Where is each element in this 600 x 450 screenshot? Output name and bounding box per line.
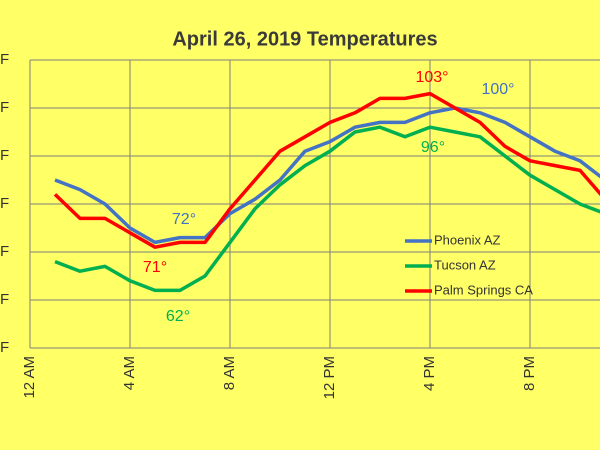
grid — [29, 59, 600, 349]
series-line — [54, 106, 600, 245]
annotation: 96° — [421, 139, 445, 156]
x-tick-label: 4 PM — [421, 356, 438, 391]
annotation: 71° — [143, 259, 167, 276]
legend-label: Phoenix AZ — [434, 232, 501, 247]
y-tick-label: F — [0, 291, 9, 308]
labels: F F F F F F F 12 AM 4 AM 8 AM 12 PM 4 PM 8 PM Phoenix… — [0, 51, 538, 399]
chart-title: April 26, 2019 Temperatures — [172, 28, 437, 50]
y-tick-label: F — [0, 195, 9, 212]
x-tick-label: 8 PM — [521, 356, 538, 391]
x-tick-label: 12 PM — [321, 356, 338, 399]
x-tick-label: 4 AM — [121, 356, 138, 390]
series-line — [54, 125, 600, 293]
y-tick-label: F — [0, 99, 9, 116]
annotation: 72° — [172, 211, 196, 228]
y-tick-label: F — [0, 243, 9, 260]
series-line — [53, 91, 600, 249]
plot-area — [53, 91, 600, 293]
annotation: 62° — [166, 308, 190, 325]
y-tick-label: F — [0, 147, 9, 164]
y-tick-label: F — [0, 51, 9, 68]
annotation: 100° — [481, 81, 514, 98]
annotation: 103° — [415, 69, 448, 86]
legend-label: Palm Springs CA — [434, 282, 533, 297]
y-tick-label: F — [0, 339, 9, 356]
x-tick-label: 8 AM — [221, 356, 238, 390]
x-tick-label: 12 AM — [21, 356, 38, 399]
legend-label: Tucson AZ — [434, 257, 496, 272]
